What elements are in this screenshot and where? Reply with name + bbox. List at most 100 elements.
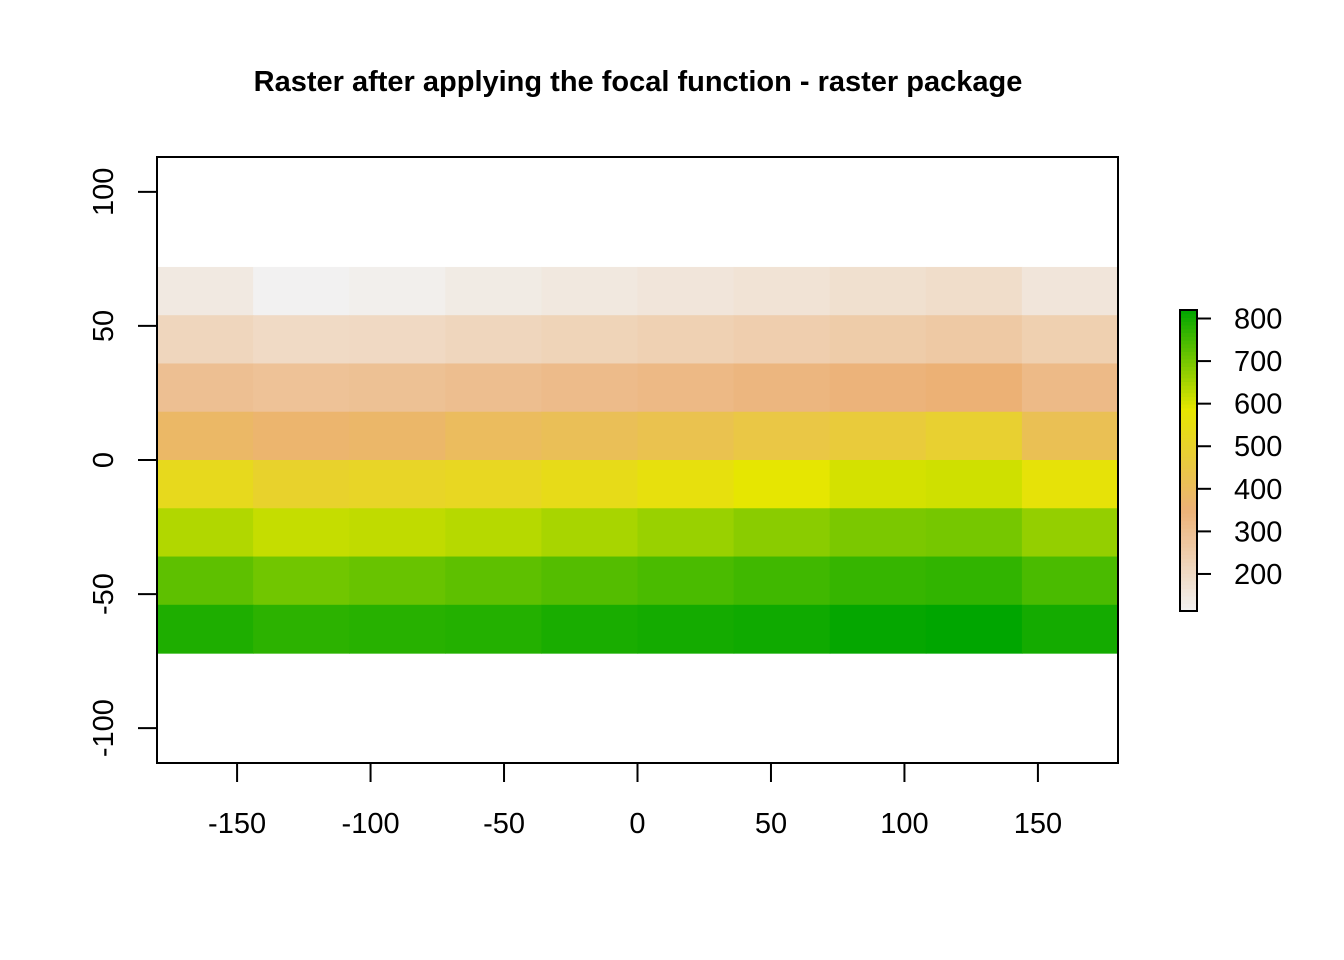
legend-swatch — [1180, 520, 1197, 525]
legend-swatch — [1180, 377, 1197, 382]
y-axis: -100 -50 0 50 100 — [88, 168, 157, 757]
raster-cell — [445, 315, 542, 365]
raster-cell — [1021, 363, 1119, 413]
raster-cell — [253, 315, 350, 365]
legend-swatch — [1180, 328, 1197, 334]
raster-cell — [157, 508, 254, 558]
chart-title: Raster after applying the focal function… — [254, 66, 1023, 98]
raster-cell — [253, 411, 350, 461]
legend-swatch — [1180, 479, 1197, 484]
x-tick-label: 100 — [880, 808, 928, 840]
legend-swatch — [1180, 588, 1197, 593]
legend-swatch — [1180, 392, 1197, 398]
legend-swatch — [1180, 513, 1197, 518]
raster-cell — [157, 266, 254, 316]
raster-cell — [445, 460, 542, 509]
y-tick-label: 0 — [88, 452, 120, 468]
raster-cell — [445, 266, 542, 316]
legend-swatch — [1180, 404, 1197, 409]
legend-swatch — [1180, 486, 1197, 492]
legend-swatch — [1180, 509, 1197, 514]
legend-swatch — [1180, 415, 1197, 420]
legend-swatch — [1180, 313, 1197, 319]
color-legend: 200 300 400 500 600 700 800 — [1179, 304, 1282, 612]
legend-swatch — [1180, 426, 1197, 431]
legend-swatch — [1180, 434, 1197, 439]
raster-cell — [733, 363, 831, 413]
legend-swatch — [1180, 366, 1197, 371]
legend-swatch — [1180, 535, 1197, 541]
legend-swatch — [1180, 524, 1197, 529]
legend-swatch — [1180, 343, 1197, 349]
legend-swatch — [1180, 539, 1197, 544]
raster-cell — [253, 460, 350, 509]
raster-cell — [829, 315, 927, 365]
raster-cell — [541, 508, 639, 558]
raster-cell — [541, 315, 639, 365]
raster-cell — [157, 460, 254, 509]
raster-cell — [925, 508, 1023, 558]
legend-swatch — [1180, 411, 1197, 416]
raster-cell — [157, 411, 254, 461]
raster-cell — [925, 411, 1023, 461]
legend-swatch — [1180, 422, 1197, 428]
raster-cell — [733, 604, 831, 654]
legend-swatch — [1180, 595, 1197, 601]
legend-tick-label: 600 — [1234, 389, 1282, 421]
raster-cell — [541, 411, 639, 461]
legend-swatch — [1180, 396, 1197, 401]
raster-cell — [157, 315, 254, 365]
raster-cell — [445, 508, 542, 558]
raster-cell — [829, 363, 927, 413]
raster-cell — [253, 508, 350, 558]
legend-swatch — [1180, 460, 1197, 465]
y-tick-label: -100 — [88, 699, 120, 757]
raster-cell — [1021, 411, 1119, 461]
legend-swatch — [1180, 430, 1197, 435]
legend-swatch — [1180, 332, 1197, 337]
legend-swatch — [1180, 317, 1197, 322]
legend-swatch — [1180, 573, 1197, 578]
legend-swatch — [1180, 445, 1197, 450]
raster-cell — [445, 604, 542, 654]
raster-cell — [733, 508, 831, 558]
raster-cell — [1021, 604, 1119, 654]
legend-swatch — [1180, 468, 1197, 473]
legend-swatch — [1180, 400, 1197, 405]
legend-swatch — [1180, 310, 1197, 315]
raster-cell — [637, 508, 735, 558]
raster-cell — [925, 460, 1023, 509]
raster-cell — [541, 266, 639, 316]
legend-swatch — [1180, 407, 1197, 413]
legend-swatch — [1180, 547, 1197, 552]
raster-cell — [349, 266, 446, 316]
raster-cells — [157, 266, 1119, 654]
legend-swatch — [1180, 441, 1197, 446]
legend-swatch — [1180, 351, 1197, 356]
legend-tick-label: 800 — [1234, 304, 1282, 336]
legend-swatch — [1180, 490, 1197, 495]
raster-cell — [253, 604, 350, 654]
raster-cell — [157, 556, 254, 606]
raster-cell — [733, 411, 831, 461]
legend-swatch — [1180, 562, 1197, 567]
x-tick-label: -100 — [342, 808, 400, 840]
legend-swatch — [1180, 577, 1197, 582]
legend-swatch — [1180, 370, 1197, 375]
y-tick-label: -50 — [88, 573, 120, 615]
legend-swatch — [1180, 373, 1197, 379]
raster-cell — [733, 266, 831, 316]
raster-cell — [925, 604, 1023, 654]
legend-swatch — [1180, 355, 1197, 360]
legend-swatch — [1180, 516, 1197, 522]
legend-swatch — [1180, 419, 1197, 424]
raster-cell — [445, 411, 542, 461]
legend-swatch — [1180, 385, 1197, 390]
legend-tick-label: 700 — [1234, 346, 1282, 378]
legend-swatch — [1180, 325, 1197, 330]
legend-swatch — [1180, 501, 1197, 507]
legend-swatch — [1180, 494, 1197, 499]
legend-tick-label: 500 — [1234, 431, 1282, 463]
raster-cell — [637, 266, 735, 316]
